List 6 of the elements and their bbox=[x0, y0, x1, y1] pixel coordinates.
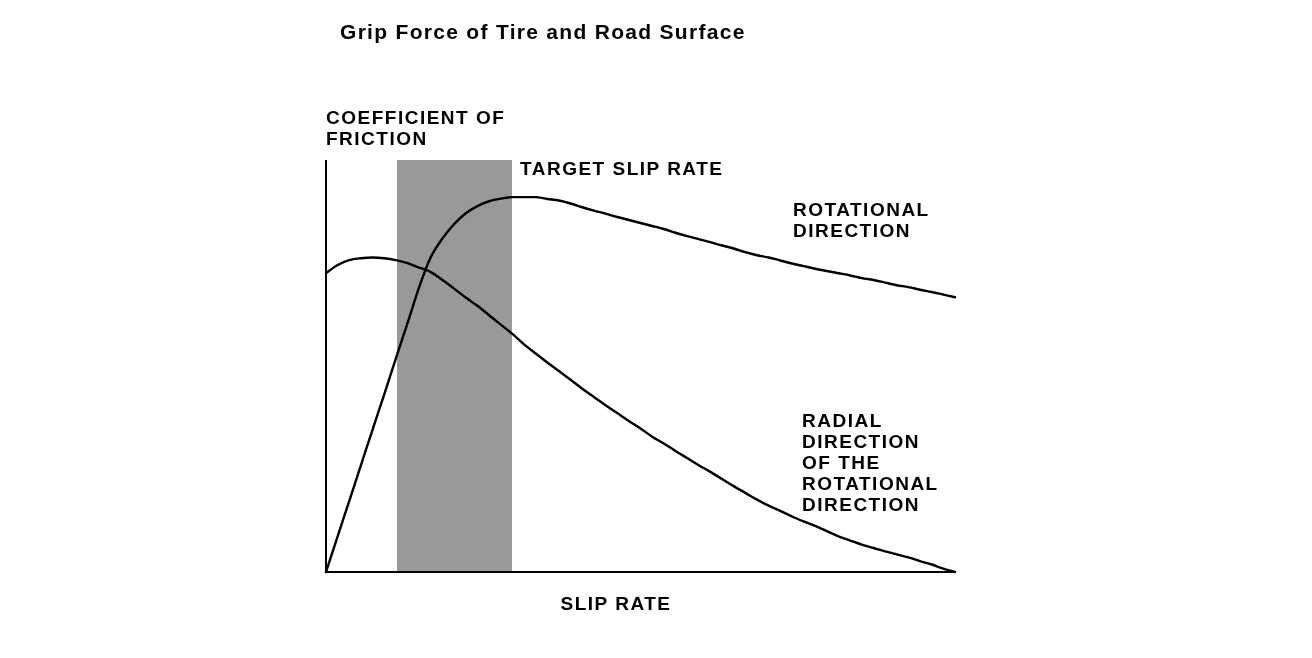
y-axis-title: COEFFICIENT OF FRICTION bbox=[326, 107, 506, 149]
x-axis-title: SLIP RATE bbox=[560, 593, 672, 614]
text: TARGET SLIP RATE bbox=[520, 158, 724, 179]
series-label: ROTATIONAL DIRECTION bbox=[793, 199, 930, 241]
series-label: RADIAL DIRECTION OF THE ROTATIONAL DIRECTION bbox=[802, 410, 939, 515]
chart-title: Grip Force of Tire and Road Surface bbox=[340, 20, 746, 43]
